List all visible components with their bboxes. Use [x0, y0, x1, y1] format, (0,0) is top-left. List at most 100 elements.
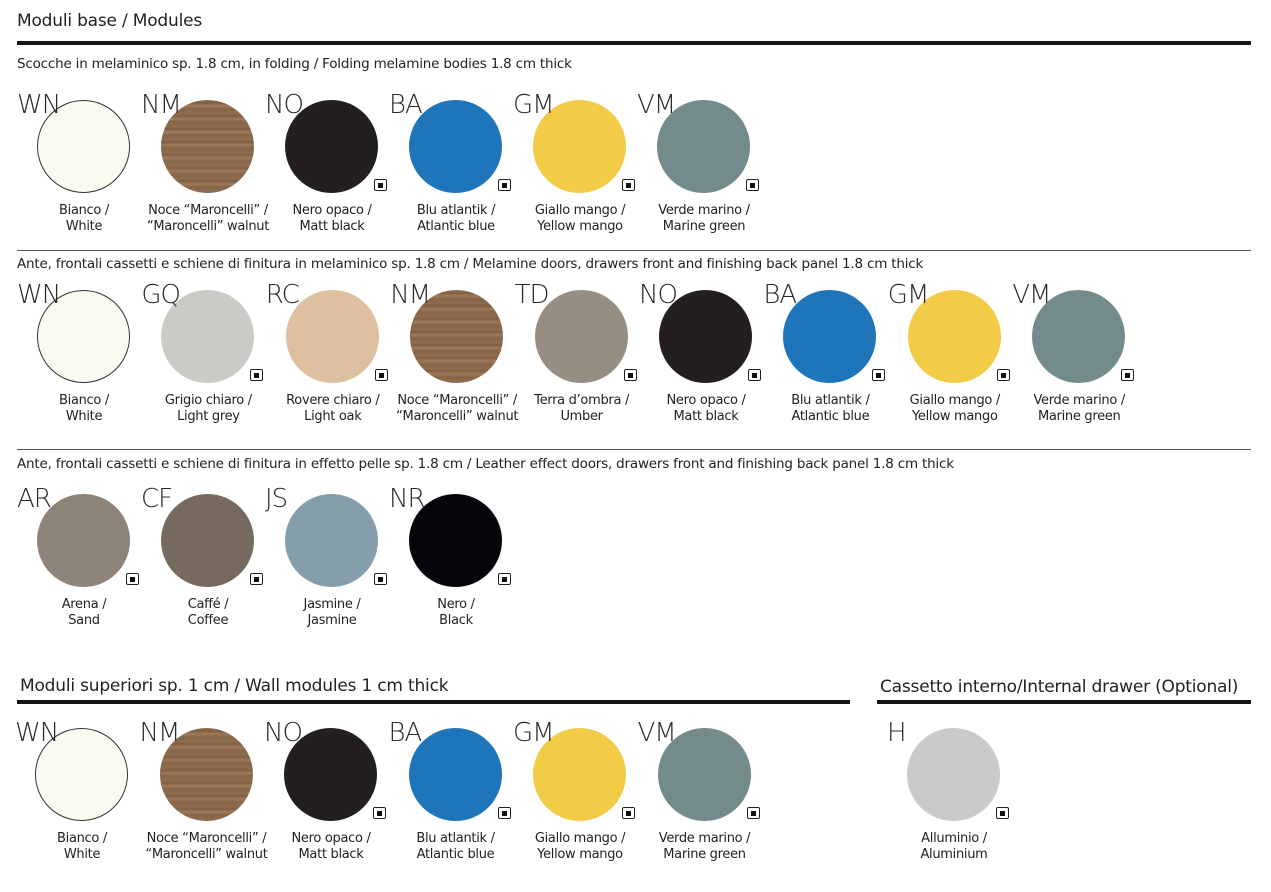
availability-square-icon [996, 369, 1010, 381]
finish-code: NO [639, 280, 678, 310]
finish-name-english: Yellow mango [911, 409, 998, 424]
finish-code: NM [390, 280, 431, 310]
finish-name-italian: Bianco / [57, 831, 107, 846]
color-circle [161, 100, 254, 193]
section-title-internal-drawer: Cassetto interno/Internal drawer (Option… [880, 677, 1239, 697]
finish-swatch-vm: VM Verde marino / Marine green [638, 720, 767, 878]
finish-swatch-h: H Alluminio / Aluminium [887, 720, 1016, 878]
color-circle [37, 100, 130, 193]
finish-swatch-nr: NR Nero / Black [389, 486, 518, 644]
color-circle [35, 728, 128, 821]
availability-square-icon [748, 369, 761, 381]
availability-square-icon [498, 573, 511, 585]
finish-code: AR [17, 484, 52, 514]
availability-square-icon [1121, 369, 1135, 381]
finish-name-italian: Bianco / [59, 203, 109, 218]
color-circle [285, 100, 378, 193]
finish-swatch-wn: WN Bianco / White [17, 92, 146, 250]
finish-swatch-rc: RC Rovere chiaro / Light oak [266, 282, 395, 440]
availability-square-icon [622, 179, 635, 191]
finish-name-italian: Alluminio / [921, 831, 987, 846]
color-circle [409, 100, 502, 193]
finish-code: BA [388, 718, 423, 748]
finish-name-english: Atlantic blue [791, 409, 870, 424]
finish-name-english: Marine green [1037, 409, 1121, 424]
finish-swatch-ba: BA Blu atlantik / Atlantic blue [389, 92, 518, 250]
finish-code: WN [17, 90, 61, 120]
finish-swatch-vm: VM Verde marino / Marine green [637, 92, 766, 250]
color-circle [159, 728, 253, 821]
divider [17, 449, 1251, 450]
finish-swatch-nm: NM Noce “Maroncelli” / “Maroncelli” waln… [140, 720, 269, 878]
finish-name-english: White [65, 219, 103, 234]
finish-name-italian: Bianco / [59, 393, 109, 408]
finish-name-english: Black [439, 613, 473, 628]
color-circle [161, 494, 254, 587]
section-title-base-modules: Moduli base / Modules [17, 11, 203, 31]
finish-swatch-ar: AR Arena / Sand [17, 486, 146, 644]
finish-code: H [887, 718, 907, 748]
finish-name-italian: Blu atlantik / [791, 393, 870, 408]
finish-name-italian: Terra d’ombra / [534, 393, 630, 408]
finish-name-english: White [63, 847, 101, 862]
finish-code: NO [264, 718, 303, 748]
finish-code: WN [15, 718, 59, 748]
finish-swatch-js: JS Jasmine / Jasmine [265, 486, 394, 644]
finish-swatch-gm: GM Giallo mango / Yellow mango [513, 92, 642, 250]
finish-swatch-no: NO Nero opaco / Matt black [265, 92, 394, 250]
finish-swatch-nm: NM Noce “Maroncelli” / “Maroncelli” waln… [390, 282, 519, 440]
availability-square-icon [373, 807, 386, 819]
finish-name-italian: Giallo mango / [909, 393, 1001, 408]
color-circle [659, 290, 752, 383]
finish-name-english: Aluminium [920, 847, 988, 862]
finish-code: NM [139, 718, 181, 748]
finish-name-english: Matt black [299, 219, 365, 234]
finish-swatch-no: NO Nero opaco / Matt black [264, 720, 393, 878]
finish-code: BA [389, 90, 423, 120]
finish-name-english: Yellow mango [537, 219, 623, 234]
availability-square-icon [746, 179, 759, 191]
color-circle [408, 728, 502, 821]
finish-swatch-cf: CF Caffé / Coffee [141, 486, 270, 644]
availability-square-icon [250, 369, 264, 381]
finish-code: VM [637, 718, 677, 748]
finish-name-italian: Giallo mango / [534, 831, 626, 846]
finish-swatch-gm: GM Giallo mango / Yellow mango [513, 720, 642, 878]
finish-name-english: Yellow mango [537, 847, 623, 862]
finish-code: GM [513, 718, 555, 748]
color-circle [285, 290, 379, 383]
finish-name-italian: Blu atlantik / [416, 831, 495, 846]
availability-square-icon [623, 369, 637, 381]
finish-name-italian: Giallo mango / [534, 203, 626, 218]
finish-code: JS [265, 484, 288, 514]
availability-square-icon [497, 807, 511, 819]
finish-code: RC [265, 280, 300, 310]
finish-name-italian: Nero opaco / [291, 831, 371, 846]
finish-swatch-nm: NM Noce “Maroncelli” / “Maroncelli” waln… [141, 92, 270, 250]
color-circle [410, 290, 504, 383]
finish-name-italian: Nero opaco / [666, 393, 746, 408]
availability-square-icon [374, 573, 387, 585]
finish-name-english: Umber [560, 409, 603, 424]
color-circle [783, 290, 877, 383]
finish-name-italian: Arena / [61, 597, 107, 612]
finish-name-english: Light oak [304, 409, 362, 424]
finish-code: CF [141, 484, 173, 514]
finish-swatch-wn: WN Bianco / White [17, 282, 146, 440]
section-rule [877, 700, 1251, 704]
finish-code: WN [17, 280, 61, 310]
finish-name-english: Marine green [662, 219, 746, 234]
availability-square-icon [126, 573, 139, 585]
finish-name-italian: Nero opaco / [292, 203, 372, 218]
finish-code: NO [265, 90, 304, 120]
finish-name-italian: Noce “Maroncelli” / [397, 393, 518, 408]
finish-name-italian: Caffé / [187, 597, 229, 612]
color-circle [37, 494, 130, 587]
finish-code: VM [1012, 280, 1051, 310]
subtitle-bodies: Scocche in melaminico sp. 1.8 cm, in fol… [17, 56, 572, 72]
finish-code: GQ [141, 280, 181, 310]
availability-square-icon [250, 573, 263, 585]
finish-swatch-td: TD Terra d’ombra / Umber [515, 282, 644, 440]
finish-name-english: Marine green [663, 847, 746, 862]
finish-name-english: Light grey [177, 409, 240, 424]
